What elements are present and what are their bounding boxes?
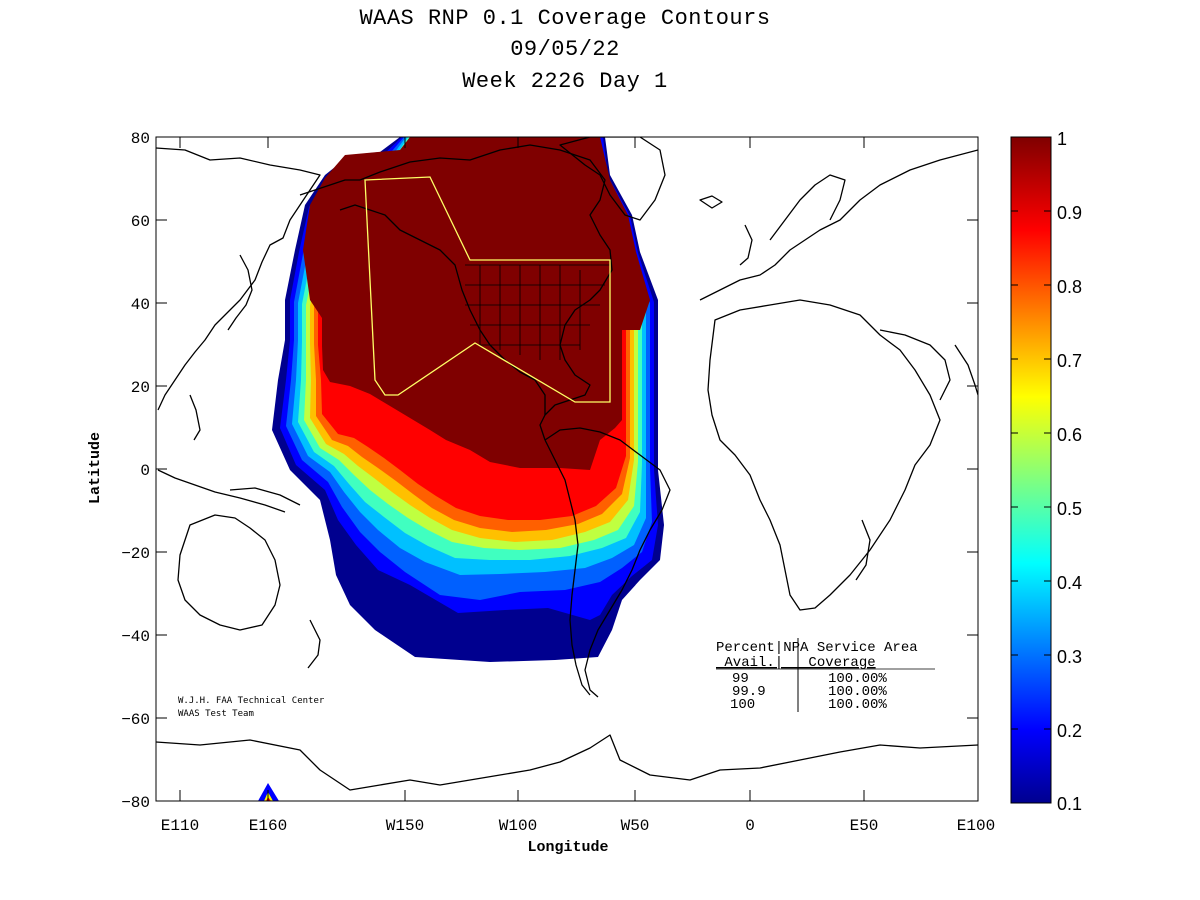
x-tick-label: E50 xyxy=(850,817,879,835)
colorbar-tick-label: 0.3 xyxy=(1057,647,1082,667)
coastline-india xyxy=(954,344,978,396)
colorbar-tick-label: 0.8 xyxy=(1057,277,1082,297)
colorbar xyxy=(1010,136,1052,804)
coastline-africa xyxy=(707,299,941,611)
x-tick-label: W100 xyxy=(499,817,537,835)
x-tick-label: E110 xyxy=(161,817,199,835)
colorbar-tick-label: 0.4 xyxy=(1057,573,1082,593)
x-axis xyxy=(179,137,979,801)
coastline-north-america xyxy=(359,144,613,441)
coastline-uk xyxy=(739,224,753,266)
waas-service-area-outline xyxy=(364,176,611,403)
y-axis-title: Latitude xyxy=(87,432,104,504)
coastline-alaska xyxy=(299,179,546,415)
x-tick-label: W150 xyxy=(386,817,424,835)
coastline-australia xyxy=(177,514,281,631)
x-tick-label: W50 xyxy=(621,817,650,835)
y-tick-label: 40 xyxy=(131,296,150,314)
y-axis xyxy=(156,136,978,719)
table-coverage: 100.00% xyxy=(828,697,887,713)
table-avail: 99 xyxy=(732,671,749,687)
x-tick-label: 0 xyxy=(745,817,755,835)
coastline-japan xyxy=(227,254,253,331)
coastline-iceland xyxy=(699,195,723,209)
coastline-scandinavia xyxy=(769,174,846,241)
coastline-madagascar xyxy=(855,519,871,581)
coastline-arabia xyxy=(879,329,951,401)
colorbar-tick-label: 0.9 xyxy=(1057,203,1082,223)
y-tick-label: 20 xyxy=(131,379,150,397)
coverage-table: Percent|NPA Service Area Avail.| Coverag… xyxy=(716,638,935,713)
y-tick-label: 60 xyxy=(131,213,150,231)
us-state-lines xyxy=(465,264,610,360)
colorbar-tick-label: 0.5 xyxy=(1057,499,1082,519)
table-header-1: Percent|NPA Service Area xyxy=(716,640,918,656)
x-tick-label: E160 xyxy=(249,817,287,835)
chart-week-day: Week 2226 Day 1 xyxy=(462,69,668,94)
colorbar-ticks xyxy=(1011,210,1051,730)
table-avail: 100 xyxy=(730,697,755,713)
coastline-indonesia xyxy=(157,469,286,513)
y-tick-label: 0 xyxy=(140,462,150,480)
y-tick-label: 80 xyxy=(131,130,150,148)
coastline-philippines xyxy=(189,394,201,441)
y-tick-label: −80 xyxy=(121,794,150,812)
colorbar-tick-label: 0.2 xyxy=(1057,721,1082,741)
colorbar-tick-label: 0.7 xyxy=(1057,351,1082,371)
chart-title: WAAS RNP 0.1 Coverage Contours xyxy=(359,6,771,31)
x-tick-label: E100 xyxy=(957,817,995,835)
x-axis-title: Longitude xyxy=(527,839,608,856)
coastline-east-asia xyxy=(156,147,321,411)
table-coverage: 100.00% xyxy=(828,684,887,700)
coastline-europe xyxy=(699,149,978,301)
colorbar-tick-label: 1 xyxy=(1057,129,1067,149)
coastline-greenland xyxy=(559,137,666,221)
y-tick-label: −20 xyxy=(121,545,150,563)
coastline-new-zealand xyxy=(307,619,321,669)
chart-date: 09/05/22 xyxy=(510,37,620,62)
coastlines xyxy=(156,137,978,791)
colorbar-tick-label: 0.6 xyxy=(1057,425,1082,445)
coastline-south-america xyxy=(544,427,671,698)
table-coverage: 100.00% xyxy=(828,671,887,687)
contour-band-1.0-north xyxy=(303,137,650,330)
table-header-2: Avail.| Coverage xyxy=(716,655,876,671)
colorbar-tick-label: 0.1 xyxy=(1057,794,1082,814)
y-tick-label: −60 xyxy=(121,711,150,729)
y-tick-label: −40 xyxy=(121,628,150,646)
coastline-new-guinea xyxy=(229,487,301,506)
credit-line-1: W.J.H. FAA Technical Center xyxy=(178,696,325,706)
table-avail: 99.9 xyxy=(732,684,766,700)
coastline-antarctica xyxy=(156,734,978,791)
credit-line-2: WAAS Test Team xyxy=(178,709,254,719)
